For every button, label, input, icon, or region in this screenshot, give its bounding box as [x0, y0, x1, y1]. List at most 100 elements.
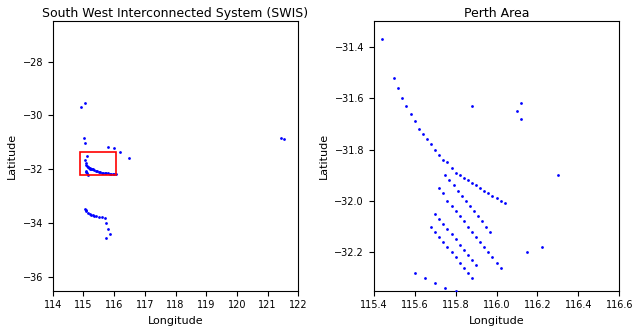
Point [438, 239, 449, 245]
Point [473, 214, 483, 219]
Point [97, 170, 107, 175]
Point [442, 160, 452, 165]
Point [430, 147, 440, 152]
Point [81, 208, 91, 213]
Point [477, 219, 487, 224]
Point [536, 244, 547, 250]
Point [459, 265, 469, 270]
Point [469, 208, 479, 214]
Point [104, 231, 115, 237]
Point [442, 198, 452, 203]
Point [81, 168, 91, 173]
Point [81, 169, 92, 175]
Point [79, 140, 90, 146]
Point [463, 270, 473, 275]
Point [438, 190, 449, 196]
Point [124, 156, 134, 161]
Point [451, 208, 461, 214]
Point [430, 211, 440, 216]
Point [516, 101, 526, 106]
Point [440, 285, 451, 291]
Point [475, 185, 485, 191]
Point [452, 188, 463, 193]
Point [454, 214, 465, 219]
Point [483, 250, 493, 255]
Point [438, 157, 449, 163]
Point [467, 229, 477, 234]
Point [438, 221, 449, 227]
Point [446, 203, 456, 209]
Point [500, 201, 510, 206]
Point [84, 165, 94, 170]
Point [80, 157, 90, 163]
X-axis label: Longitude: Longitude [468, 316, 524, 326]
Point [89, 213, 99, 218]
Point [413, 126, 424, 132]
Point [451, 288, 461, 293]
Point [459, 219, 469, 224]
Point [418, 132, 428, 137]
Point [430, 229, 440, 234]
Point [86, 166, 96, 171]
Point [434, 234, 444, 239]
Point [426, 224, 436, 229]
Point [101, 235, 111, 241]
Point [442, 226, 452, 232]
Point [82, 171, 92, 176]
Bar [81, 152, 116, 175]
Point [475, 239, 485, 245]
Point [276, 135, 287, 140]
Point [461, 198, 471, 203]
Y-axis label: Latitude: Latitude [7, 133, 17, 179]
Point [451, 170, 461, 175]
Point [109, 171, 119, 177]
Point [95, 169, 106, 175]
Point [471, 183, 481, 188]
X-axis label: Longitude: Longitude [148, 316, 204, 326]
Point [84, 211, 95, 216]
Point [100, 215, 110, 221]
Point [81, 162, 92, 167]
Point [454, 172, 465, 178]
Point [81, 161, 91, 166]
Point [451, 255, 461, 260]
Point [83, 165, 93, 170]
Point [103, 226, 113, 231]
Point [553, 172, 563, 178]
Point [79, 136, 89, 141]
Point [440, 172, 451, 178]
Point [115, 149, 125, 155]
Point [88, 167, 98, 172]
Point [397, 96, 408, 101]
Point [522, 250, 532, 255]
Point [100, 170, 110, 176]
Point [454, 242, 465, 247]
Point [444, 178, 454, 183]
Point [516, 116, 526, 121]
Point [83, 210, 93, 215]
Point [426, 142, 436, 147]
Point [91, 214, 101, 219]
Point [99, 170, 109, 175]
Point [451, 237, 461, 242]
Point [442, 244, 452, 250]
Point [406, 111, 416, 116]
Point [76, 104, 86, 110]
Point [487, 193, 497, 198]
Point [492, 196, 502, 201]
Point [430, 280, 440, 286]
Point [82, 153, 92, 159]
Point [463, 252, 473, 257]
Point [93, 169, 104, 174]
Point [89, 167, 99, 172]
Point [495, 265, 506, 270]
Point [91, 168, 101, 173]
Point [377, 36, 387, 42]
Point [401, 103, 412, 109]
Y-axis label: Latitude: Latitude [319, 133, 329, 179]
Point [88, 212, 98, 218]
Title: Perth Area: Perth Area [464, 7, 529, 20]
Point [463, 224, 473, 229]
Point [410, 270, 420, 275]
Point [104, 171, 115, 176]
